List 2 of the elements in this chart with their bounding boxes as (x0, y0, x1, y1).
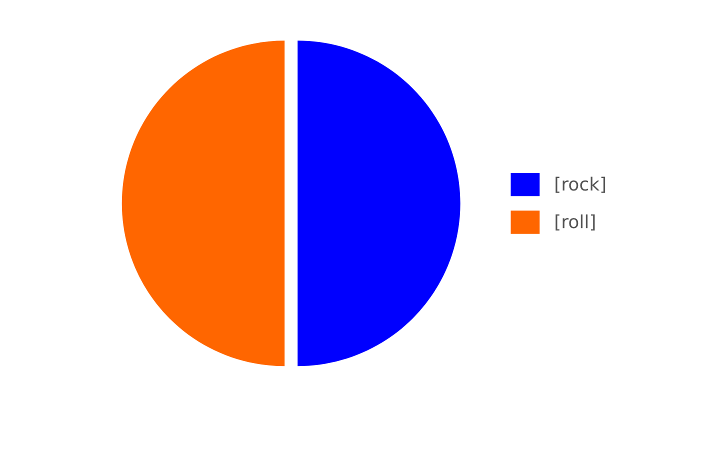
legend-label: [rock] (556, 176, 606, 193)
legend-label: [roll] (556, 214, 595, 231)
